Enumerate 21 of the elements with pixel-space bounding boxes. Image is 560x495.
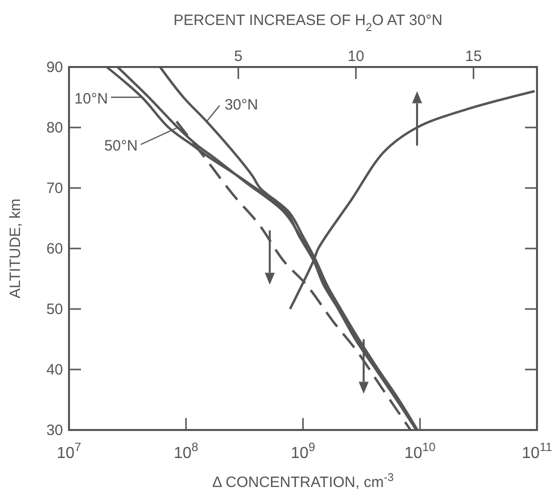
y-tick-label: 40	[46, 362, 63, 378]
x2-tick-label: 5	[234, 48, 242, 65]
legend-label: 10°N	[74, 90, 108, 108]
legend-label: 50°N	[104, 138, 138, 154]
x-tick-label: 10$^{9}$	[290, 440, 316, 462]
x2-axis-title: PERCENT INCREASE OF H$_{2}$O AT 30°N	[173, 12, 443, 34]
x-tick-label: 10$^{7}$	[56, 440, 82, 462]
x2-tick-label: 15	[465, 48, 482, 65]
series-label: 30°N	[224, 96, 258, 114]
x-tick-label: 10$^{8}$	[174, 440, 199, 462]
y-tick-label: 90	[46, 59, 63, 76]
x-tick-label: 10$^{11}$	[522, 440, 552, 462]
y-tick-label: 70	[46, 180, 63, 197]
x-axis-title: Δ CONCENTRATION, cm$^{-3}$	[212, 472, 394, 491]
y-tick-label: 80	[46, 120, 63, 136]
x-tick-label: 10$^{10}$	[404, 440, 436, 462]
y-tick-label: 60	[46, 240, 63, 258]
y-tick-label: 30	[46, 422, 63, 439]
x2-tick-label: 10	[348, 48, 364, 65]
y-tick-label: 50	[46, 301, 63, 318]
y-axis-title: ALTITUDE, km	[7, 198, 24, 298]
